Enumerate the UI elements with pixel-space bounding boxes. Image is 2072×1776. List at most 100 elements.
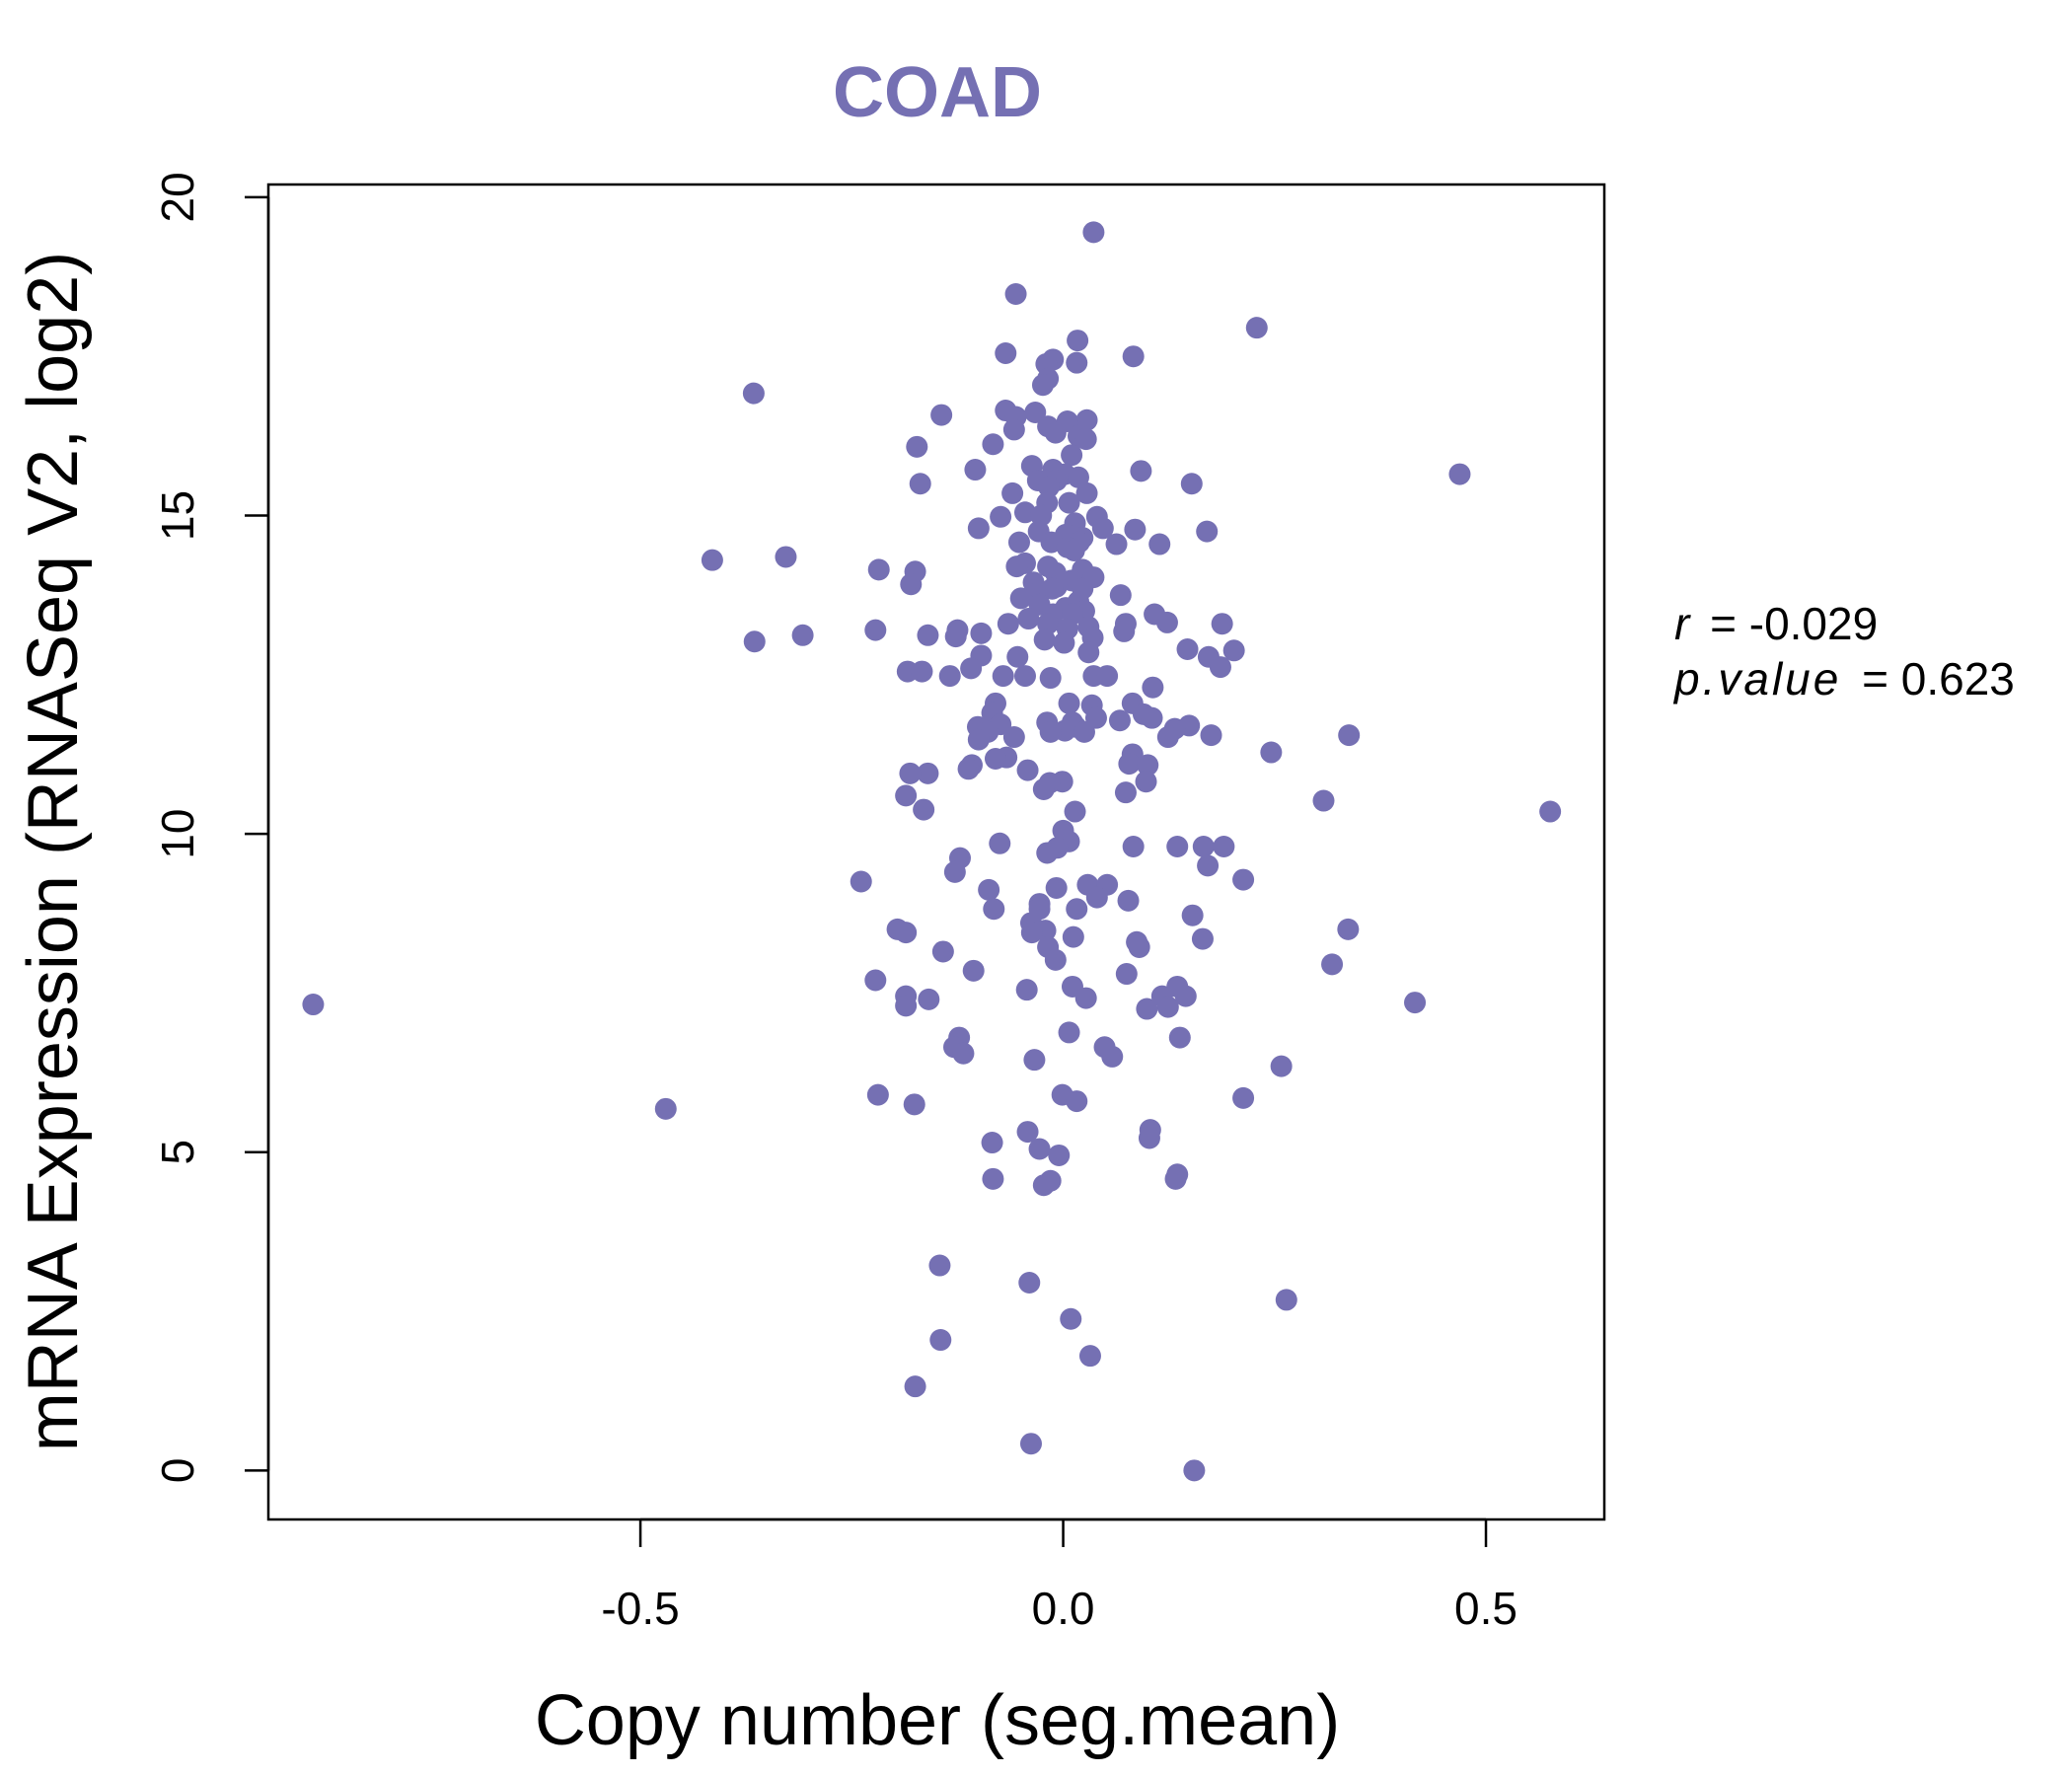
data-point: [1017, 608, 1040, 630]
data-point: [938, 665, 961, 688]
data-point: [1048, 1144, 1071, 1166]
data-point: [1200, 724, 1222, 747]
data-point: [990, 505, 1012, 528]
data-point: [931, 940, 954, 963]
data-point: [1338, 724, 1361, 747]
data-point: [1078, 1345, 1101, 1368]
data-point: [1130, 460, 1152, 482]
data-point: [775, 546, 797, 568]
data-points: [302, 221, 1562, 1482]
data-point: [1209, 656, 1231, 679]
data-point: [997, 613, 1019, 635]
data-point: [1082, 221, 1105, 244]
data-point: [1013, 665, 1036, 688]
data-point: [983, 898, 1005, 921]
data-point: [1001, 481, 1024, 504]
x-tick-label: 0.0: [1032, 1583, 1095, 1634]
data-point: [1037, 476, 1060, 498]
data-point: [1148, 533, 1171, 555]
data-point: [866, 1083, 889, 1106]
y-tick-label: 5: [152, 1140, 203, 1165]
data-point: [1004, 282, 1027, 305]
data-point: [1032, 1174, 1055, 1197]
data-point: [1142, 676, 1164, 699]
y-axis: 0 5 10 15 20: [152, 172, 270, 1483]
data-point: [743, 630, 766, 653]
plot-frame: [266, 183, 1606, 1521]
data-point: [1075, 408, 1098, 431]
data-point: [1039, 667, 1062, 690]
data-point: [1066, 898, 1088, 921]
data-point: [1060, 1307, 1082, 1330]
data-point: [906, 435, 928, 458]
y-tick-label: 20: [152, 172, 203, 222]
data-point: [967, 728, 990, 751]
data-point: [918, 988, 940, 1010]
data-point: [1183, 1459, 1206, 1482]
data-point: [962, 959, 985, 982]
data-point: [1164, 1167, 1187, 1190]
data-point: [1005, 555, 1028, 578]
data-point: [1062, 925, 1084, 948]
data-point: [1073, 720, 1095, 743]
data-point: [1066, 1090, 1088, 1113]
y-axis-label: mRNA Expression (RNASeq V2, log2): [14, 252, 93, 1451]
data-point: [1117, 889, 1140, 912]
data-point: [1321, 953, 1344, 976]
pvalue-label: p.value: [1672, 653, 1841, 704]
data-point: [1020, 922, 1043, 944]
data-point: [1135, 771, 1157, 793]
data-point: [1015, 979, 1038, 1001]
data-point: [909, 473, 931, 495]
data-point: [1024, 401, 1047, 423]
data-point: [1105, 533, 1128, 555]
data-point: [1337, 918, 1360, 940]
data-point: [1067, 330, 1089, 352]
data-point: [1013, 501, 1036, 524]
data-point: [1270, 1055, 1293, 1077]
data-point: [1174, 985, 1197, 1007]
data-point: [1156, 996, 1179, 1018]
data-point: [1018, 1271, 1041, 1294]
data-point: [970, 622, 993, 644]
data-point: [1404, 992, 1427, 1014]
data-point: [302, 994, 325, 1016]
data-point: [1245, 317, 1268, 339]
data-point: [701, 549, 723, 571]
x-tick-label: -0.5: [601, 1583, 679, 1634]
data-point: [1122, 345, 1145, 368]
data-point: [1044, 948, 1067, 971]
data-point: [1058, 1021, 1080, 1044]
data-point: [1009, 587, 1032, 610]
data-point: [903, 1093, 925, 1116]
data-point: [1064, 800, 1086, 823]
y-tick-label: 15: [152, 490, 203, 541]
data-point: [1033, 629, 1056, 651]
chart-title: COAD: [833, 53, 1042, 132]
data-point: [981, 1132, 1003, 1154]
data-point: [1115, 963, 1138, 986]
data-point: [1039, 720, 1062, 743]
data-point: [1141, 706, 1163, 729]
data-point: [1260, 741, 1283, 764]
data-point: [742, 382, 765, 405]
data-point: [1016, 759, 1039, 781]
data-point: [982, 1167, 1004, 1190]
data-point: [1181, 904, 1204, 926]
data-point: [850, 870, 872, 893]
data-point: [1007, 531, 1030, 554]
pvalue-annotation: p.value = 0.623: [1672, 653, 2015, 704]
data-point: [1019, 1433, 1042, 1455]
r-label: r: [1674, 598, 1691, 649]
data-point: [1124, 518, 1147, 541]
correlation-annotation: r = -0.029: [1674, 598, 1878, 649]
data-point: [1031, 374, 1054, 397]
data-point: [1074, 987, 1097, 1009]
data-point: [864, 619, 887, 641]
data-point: [1197, 854, 1220, 877]
data-point: [964, 459, 987, 481]
data-point: [1074, 428, 1097, 451]
data-point: [1045, 876, 1068, 899]
data-point: [864, 969, 887, 992]
